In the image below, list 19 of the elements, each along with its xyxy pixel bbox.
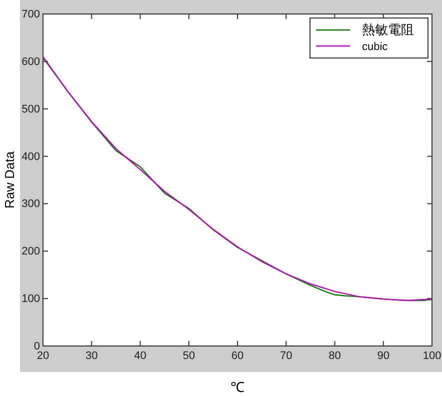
legend-label: 熱敏電阻 [362, 22, 414, 37]
x-tick-label: 50 [182, 350, 195, 362]
x-tick-label: 40 [134, 350, 146, 362]
y-tick-label: 600 [22, 56, 40, 68]
x-tick-label: 30 [86, 350, 98, 362]
y-tick-label: 300 [22, 198, 40, 210]
y-tick-label: 400 [22, 150, 40, 163]
y-tick-label: 700 [22, 8, 40, 21]
x-tick-label: 100 [422, 350, 442, 362]
y-tick-label: 200 [22, 246, 40, 258]
legend-label: cubic [362, 41, 388, 53]
x-tick-label: 90 [377, 350, 390, 362]
x-tick-label: 70 [280, 350, 292, 362]
x-axis-title: ℃ [230, 379, 244, 395]
x-tick-label: 80 [328, 350, 341, 362]
y-tick-label: 100 [22, 293, 40, 306]
y-tick-label: 500 [22, 103, 40, 116]
y-axis-title: Raw Data [2, 150, 17, 209]
x-tick-label: 60 [231, 350, 244, 362]
